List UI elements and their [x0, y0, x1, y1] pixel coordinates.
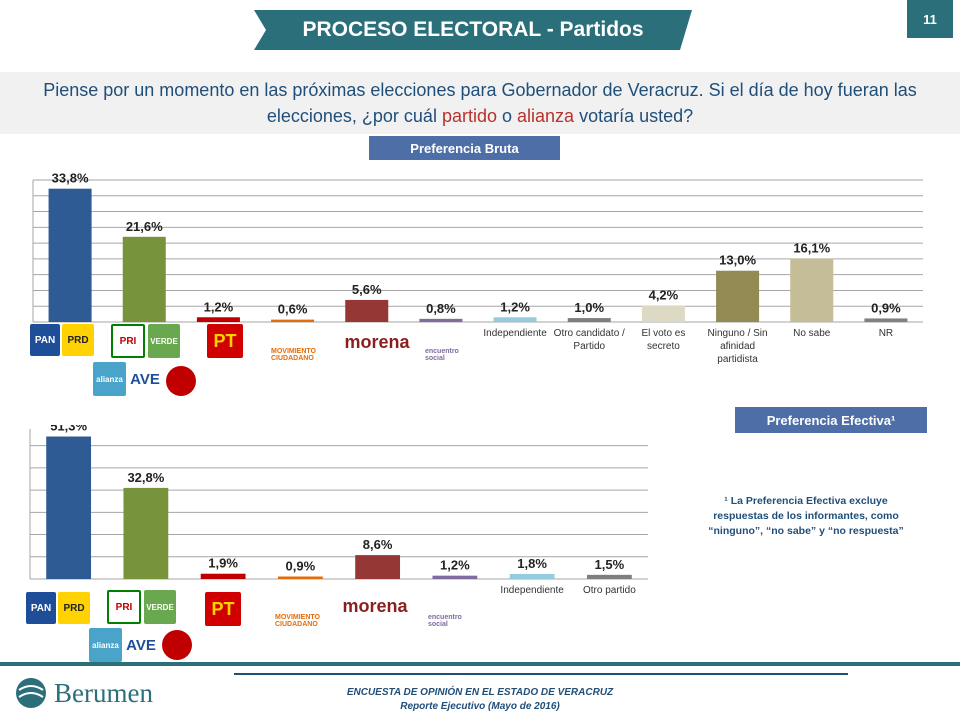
movimiento-ciudadano-logo: MOVIMIENTO CIUDADANO — [271, 348, 316, 362]
page-title-banner: PROCESO ELECTORAL - Partidos — [254, 10, 692, 50]
footnote: ¹ La Preferencia Efectiva excluye respue… — [690, 494, 922, 539]
data-label: 1,9% — [208, 556, 238, 571]
bar — [277, 576, 323, 579]
data-label: 32,8% — [127, 470, 164, 485]
chart-preferencia-efectiva: 51,3% 32,8% 1,9% 0,9% 8,6% 1,2% 1,8% Independie… — [29, 425, 648, 596]
bar — [716, 270, 760, 322]
data-label: 1,2% — [500, 299, 530, 314]
pan-logo: PAN — [30, 324, 60, 356]
chart-preferencia-bruta: 33,8% 21,6% 1,2% 0,6% 5,6% 0,8% 1,2% Independie… — [32, 171, 923, 365]
pri-logo: PRI — [107, 590, 141, 624]
bar — [345, 299, 389, 322]
preferencia-bruta-label: Preferencia Bruta — [369, 136, 560, 160]
data-label: 1,8% — [517, 556, 547, 571]
bar — [432, 575, 478, 579]
category-label: Ninguno / Sin — [708, 328, 768, 339]
morena-logo: morena — [344, 331, 410, 352]
bar — [567, 318, 611, 322]
pan-logo: PAN — [26, 592, 56, 624]
footer-survey-title: ENCUESTA DE OPINIÓN EN EL ESTADO DE VERA… — [346, 687, 614, 698]
footer-text: ENCUESTA DE OPINIÓN EN EL ESTADO DE VERA… — [270, 686, 690, 714]
data-label: 0,6% — [278, 302, 308, 317]
pt-logo: PT — [207, 324, 243, 358]
data-label: 8,6% — [363, 537, 393, 552]
footnote-line-2: respuestas de los informantes, como — [713, 510, 899, 522]
data-label: 1,2% — [204, 299, 234, 314]
category-label: Independiente — [500, 585, 564, 596]
movimiento-ciudadano-logo: MOVIMIENTO CIUDADANO — [275, 614, 320, 628]
pt-logo: PT — [205, 592, 241, 626]
category-label: Otro candidato / — [554, 328, 625, 339]
alianza-logo: alianza — [93, 362, 126, 396]
data-label: 0,9% — [871, 300, 901, 315]
bar — [200, 573, 246, 579]
footer-report-date: Reporte Ejecutivo (Mayo de 2016) — [400, 701, 560, 712]
data-label: 1,5% — [595, 557, 625, 572]
category-label: El voto es — [641, 328, 685, 339]
category-label: No sabe — [793, 328, 831, 339]
verde-logo: VERDE — [148, 324, 180, 358]
bar — [355, 555, 401, 579]
data-label: 0,9% — [286, 559, 316, 574]
category-label: partidista — [717, 354, 758, 365]
bar — [493, 317, 537, 322]
data-label: 1,0% — [574, 300, 604, 315]
bar — [641, 305, 685, 322]
cardenista-logo — [166, 366, 196, 396]
alianza-logo: alianza — [89, 628, 122, 662]
page-number: 11 — [907, 0, 953, 38]
bar — [271, 319, 315, 322]
bar — [509, 574, 555, 579]
question-text-2: o — [497, 106, 518, 126]
footer-divider — [0, 662, 960, 666]
data-label: 5,6% — [352, 282, 382, 297]
bar — [46, 436, 92, 579]
bar — [419, 318, 463, 322]
question-text-3: votaría usted? — [574, 106, 694, 126]
data-label: 21,6% — [126, 219, 163, 234]
question-highlight-partido: partido — [441, 106, 497, 126]
bar — [48, 188, 92, 322]
category-label: NR — [879, 328, 893, 339]
category-label: Independiente — [483, 328, 547, 339]
data-label: 0,8% — [426, 301, 456, 316]
category-label: afinidad — [720, 341, 755, 352]
bar — [864, 318, 908, 322]
category-label: secreto — [647, 341, 680, 352]
data-label: 16,1% — [793, 240, 830, 255]
data-label: 4,2% — [649, 287, 679, 302]
page-title: PROCESO ELECTORAL - Partidos — [302, 18, 644, 41]
ave-logo: AVE — [124, 628, 158, 662]
prd-logo: PRD — [62, 324, 94, 356]
prd-logo: PRD — [58, 592, 90, 624]
encuentro-social-logo: encuentro social — [425, 348, 459, 362]
data-label: 1,2% — [440, 558, 470, 573]
data-label: 33,8% — [52, 171, 89, 186]
encuentro-social-logo: encuentro social — [428, 614, 462, 628]
globe-icon — [16, 678, 46, 708]
data-label: 13,0% — [719, 253, 756, 268]
preferencia-efectiva-label: Preferencia Efectiva¹ — [735, 407, 927, 433]
category-label: Partido — [573, 341, 605, 352]
footnote-line-3: “ninguno”, “no sabe” y “no respuesta” — [708, 525, 904, 537]
bar — [196, 317, 240, 322]
survey-question: Piense por un momento en las próximas el… — [0, 72, 960, 134]
question-text-1: Piense por un momento en las próximas el… — [43, 80, 917, 126]
data-label: 51,3% — [50, 425, 87, 434]
category-label: Otro partido — [583, 585, 636, 596]
cardenista-logo — [162, 630, 192, 660]
bar — [586, 574, 632, 579]
brand-name: Berumen — [54, 677, 153, 708]
footnote-line-1: ¹ La Preferencia Efectiva excluye — [724, 495, 888, 507]
bar — [790, 258, 834, 322]
brand-logo: Berumen — [14, 676, 153, 710]
morena-logo: morena — [342, 595, 408, 616]
footer-divider-thin — [234, 673, 848, 675]
bar — [123, 487, 169, 579]
pri-logo: PRI — [111, 324, 145, 358]
ave-logo: AVE — [128, 362, 162, 396]
question-highlight-alianza: alianza — [517, 106, 575, 126]
bar — [122, 236, 166, 322]
verde-logo: VERDE — [144, 590, 176, 624]
